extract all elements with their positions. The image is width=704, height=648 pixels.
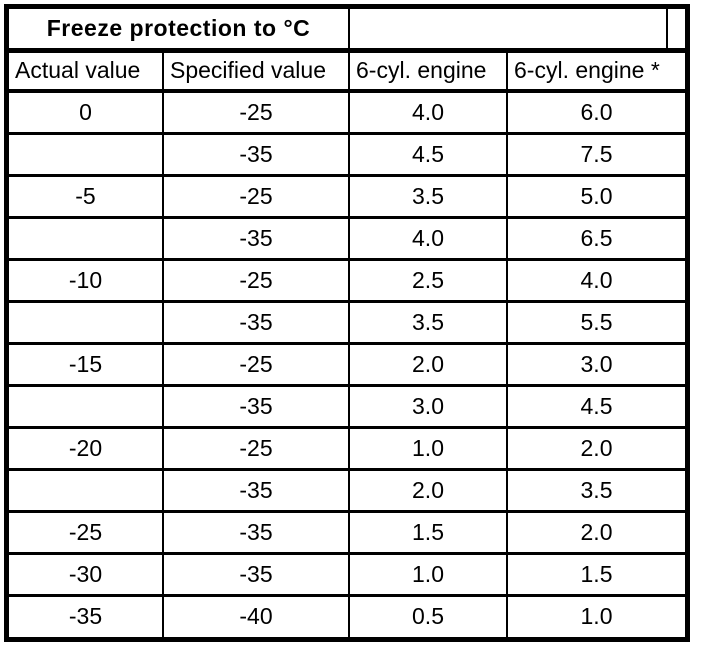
cell-actual-value: -5 [9, 175, 164, 219]
table-row: -30 -35 1.0 1.5 [9, 553, 686, 597]
title-row: Freeze protection to °C [9, 9, 686, 53]
cell-specified-value: -25 [163, 427, 351, 471]
header-row: Actual value Specified value 6-cyl. engi… [9, 50, 686, 93]
cell-6cyl-engine: 1.5 [349, 511, 509, 555]
cell-actual-value: 0 [9, 91, 164, 135]
cell-6cyl-engine-star: 7.5 [507, 133, 686, 177]
cell-specified-value: -35 [163, 385, 351, 429]
cell-6cyl-engine-star: 6.5 [507, 217, 686, 261]
cell-6cyl-engine-star: 3.0 [507, 343, 686, 387]
cell-actual-value: -30 [9, 553, 164, 597]
table-row: -20 -25 1.0 2.0 [9, 427, 686, 471]
cell-actual-value: -10 [9, 259, 164, 303]
table-row: -15 -25 2.0 3.0 [9, 343, 686, 387]
cell-specified-value: -25 [163, 343, 351, 387]
cell-6cyl-engine: 2.5 [349, 259, 509, 303]
title-row-empty-cell [349, 9, 686, 53]
cell-actual-value [9, 385, 164, 429]
cell-specified-value: -25 [163, 175, 351, 219]
cell-specified-value: -35 [163, 553, 351, 597]
table-row: -35 4.0 6.5 [9, 217, 686, 261]
table-row: -35 3.0 4.5 [9, 385, 686, 429]
cell-6cyl-engine: 2.0 [349, 343, 509, 387]
cell-6cyl-engine-star: 6.0 [507, 91, 686, 135]
cell-specified-value: -35 [163, 511, 351, 555]
header-specified-value: Specified value [163, 50, 351, 93]
table-row: -25 -35 1.5 2.0 [9, 511, 686, 555]
cell-actual-value: -20 [9, 427, 164, 471]
cell-6cyl-engine-star: 1.5 [507, 553, 686, 597]
cell-specified-value: -35 [163, 217, 351, 261]
cell-actual-value: -15 [9, 343, 164, 387]
cell-specified-value: -25 [163, 259, 351, 303]
cell-6cyl-engine: 2.0 [349, 469, 509, 513]
cell-6cyl-engine: 3.5 [349, 301, 509, 345]
cell-specified-value: -40 [163, 595, 351, 637]
table-row: -35 2.0 3.5 [9, 469, 686, 513]
cell-actual-value [9, 301, 164, 345]
cell-6cyl-engine-star: 1.0 [507, 595, 686, 637]
cell-actual-value [9, 469, 164, 513]
cell-specified-value: -35 [163, 133, 351, 177]
cell-6cyl-engine-star: 4.5 [507, 385, 686, 429]
header-6cyl-engine-star: 6-cyl. engine * [507, 50, 686, 93]
table-row: -35 -40 0.5 1.0 [9, 595, 686, 637]
cell-6cyl-engine-star: 3.5 [507, 469, 686, 513]
table-row: -35 3.5 5.5 [9, 301, 686, 345]
cell-actual-value: -35 [9, 595, 164, 637]
cell-actual-value [9, 133, 164, 177]
cell-specified-value: -35 [163, 301, 351, 345]
cell-6cyl-engine: 4.0 [349, 217, 509, 261]
cell-6cyl-engine: 0.5 [349, 595, 509, 637]
cell-6cyl-engine-star: 5.5 [507, 301, 686, 345]
cell-6cyl-engine: 1.0 [349, 553, 509, 597]
table-row: -5 -25 3.5 5.0 [9, 175, 686, 219]
cell-6cyl-engine-star: 2.0 [507, 511, 686, 555]
cell-specified-value: -25 [163, 91, 351, 135]
cell-6cyl-engine-star: 4.0 [507, 259, 686, 303]
cell-6cyl-engine-star: 2.0 [507, 427, 686, 471]
cell-6cyl-engine: 1.0 [349, 427, 509, 471]
table-row: -35 4.5 7.5 [9, 133, 686, 177]
cell-actual-value [9, 217, 164, 261]
table-row: -10 -25 2.5 4.0 [9, 259, 686, 303]
table-row: 0 -25 4.0 6.0 [9, 91, 686, 135]
freeze-protection-table: Freeze protection to °C Actual value Spe… [9, 9, 686, 637]
cell-6cyl-engine: 4.0 [349, 91, 509, 135]
cell-actual-value: -25 [9, 511, 164, 555]
table-title: Freeze protection to °C [9, 9, 351, 53]
cell-6cyl-engine: 3.0 [349, 385, 509, 429]
header-6cyl-engine: 6-cyl. engine [349, 50, 509, 93]
table-outer-frame: Freeze protection to °C Actual value Spe… [4, 4, 690, 642]
header-actual-value: Actual value [9, 50, 164, 93]
cell-6cyl-engine: 4.5 [349, 133, 509, 177]
cell-6cyl-engine-star: 5.0 [507, 175, 686, 219]
cell-specified-value: -35 [163, 469, 351, 513]
cell-6cyl-engine: 3.5 [349, 175, 509, 219]
